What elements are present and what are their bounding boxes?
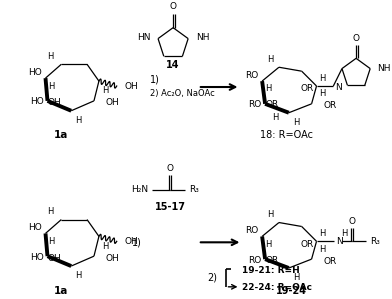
Text: OH: OH: [47, 98, 61, 107]
Text: O: O: [352, 34, 359, 43]
Text: H: H: [102, 86, 108, 95]
Text: OH: OH: [106, 254, 120, 263]
Text: H: H: [49, 82, 55, 91]
Text: NH: NH: [377, 64, 390, 73]
Text: O: O: [167, 164, 174, 173]
Text: OH: OH: [47, 254, 61, 263]
Text: H: H: [267, 55, 273, 64]
Text: NH: NH: [196, 33, 210, 42]
Text: OR: OR: [323, 101, 337, 110]
Text: OR: OR: [300, 85, 313, 94]
Text: R₃: R₃: [189, 185, 199, 194]
Text: OH: OH: [125, 82, 138, 91]
Text: H: H: [265, 85, 272, 94]
Text: H: H: [47, 207, 53, 216]
Text: H: H: [75, 271, 82, 280]
Text: RO: RO: [248, 256, 261, 265]
Text: R₃: R₃: [370, 237, 380, 246]
Text: H: H: [265, 240, 272, 249]
Text: H: H: [319, 74, 326, 83]
Text: H: H: [293, 118, 299, 127]
Text: H: H: [293, 273, 299, 283]
Text: H: H: [267, 210, 273, 219]
Text: H: H: [319, 229, 326, 238]
Text: OR: OR: [266, 100, 279, 109]
Text: 22-24: R=OAc: 22-24: R=OAc: [242, 283, 312, 292]
Text: H: H: [319, 245, 326, 254]
Text: H: H: [75, 116, 82, 125]
Text: H₂N: H₂N: [131, 185, 148, 194]
Text: H: H: [102, 242, 108, 251]
Text: H: H: [341, 229, 348, 238]
Text: 1a: 1a: [54, 130, 69, 141]
Text: OR: OR: [300, 240, 313, 249]
Text: 1): 1): [132, 237, 142, 247]
Text: OH: OH: [125, 237, 138, 246]
Text: O: O: [348, 217, 356, 226]
Text: 15-17: 15-17: [154, 202, 186, 212]
Text: OR: OR: [323, 257, 337, 266]
Text: H: H: [47, 52, 53, 61]
Text: HO: HO: [30, 97, 44, 106]
Text: H: H: [319, 89, 326, 98]
Text: 2) Ac₂O, NaOAc: 2) Ac₂O, NaOAc: [151, 89, 215, 98]
Text: OR: OR: [266, 256, 279, 265]
Text: 2): 2): [208, 273, 218, 283]
Text: H: H: [272, 113, 279, 122]
Text: H: H: [49, 237, 55, 246]
Text: 1a: 1a: [54, 286, 69, 296]
Text: N: N: [336, 237, 343, 246]
Text: HN: HN: [137, 33, 150, 42]
Text: RO: RO: [248, 100, 261, 109]
Text: RO: RO: [245, 226, 258, 235]
Text: HO: HO: [30, 253, 44, 262]
Text: N: N: [335, 83, 342, 91]
Text: 14: 14: [166, 60, 180, 70]
Text: HO: HO: [28, 223, 42, 232]
Text: RO: RO: [245, 71, 258, 80]
Text: OH: OH: [106, 98, 120, 107]
Text: 18: R=OAc: 18: R=OAc: [260, 130, 313, 141]
Text: 19-21: R=H: 19-21: R=H: [242, 266, 300, 274]
Text: 19-24: 19-24: [276, 286, 307, 296]
Text: O: O: [170, 2, 177, 11]
Text: 1): 1): [151, 74, 160, 84]
Text: HO: HO: [28, 68, 42, 77]
